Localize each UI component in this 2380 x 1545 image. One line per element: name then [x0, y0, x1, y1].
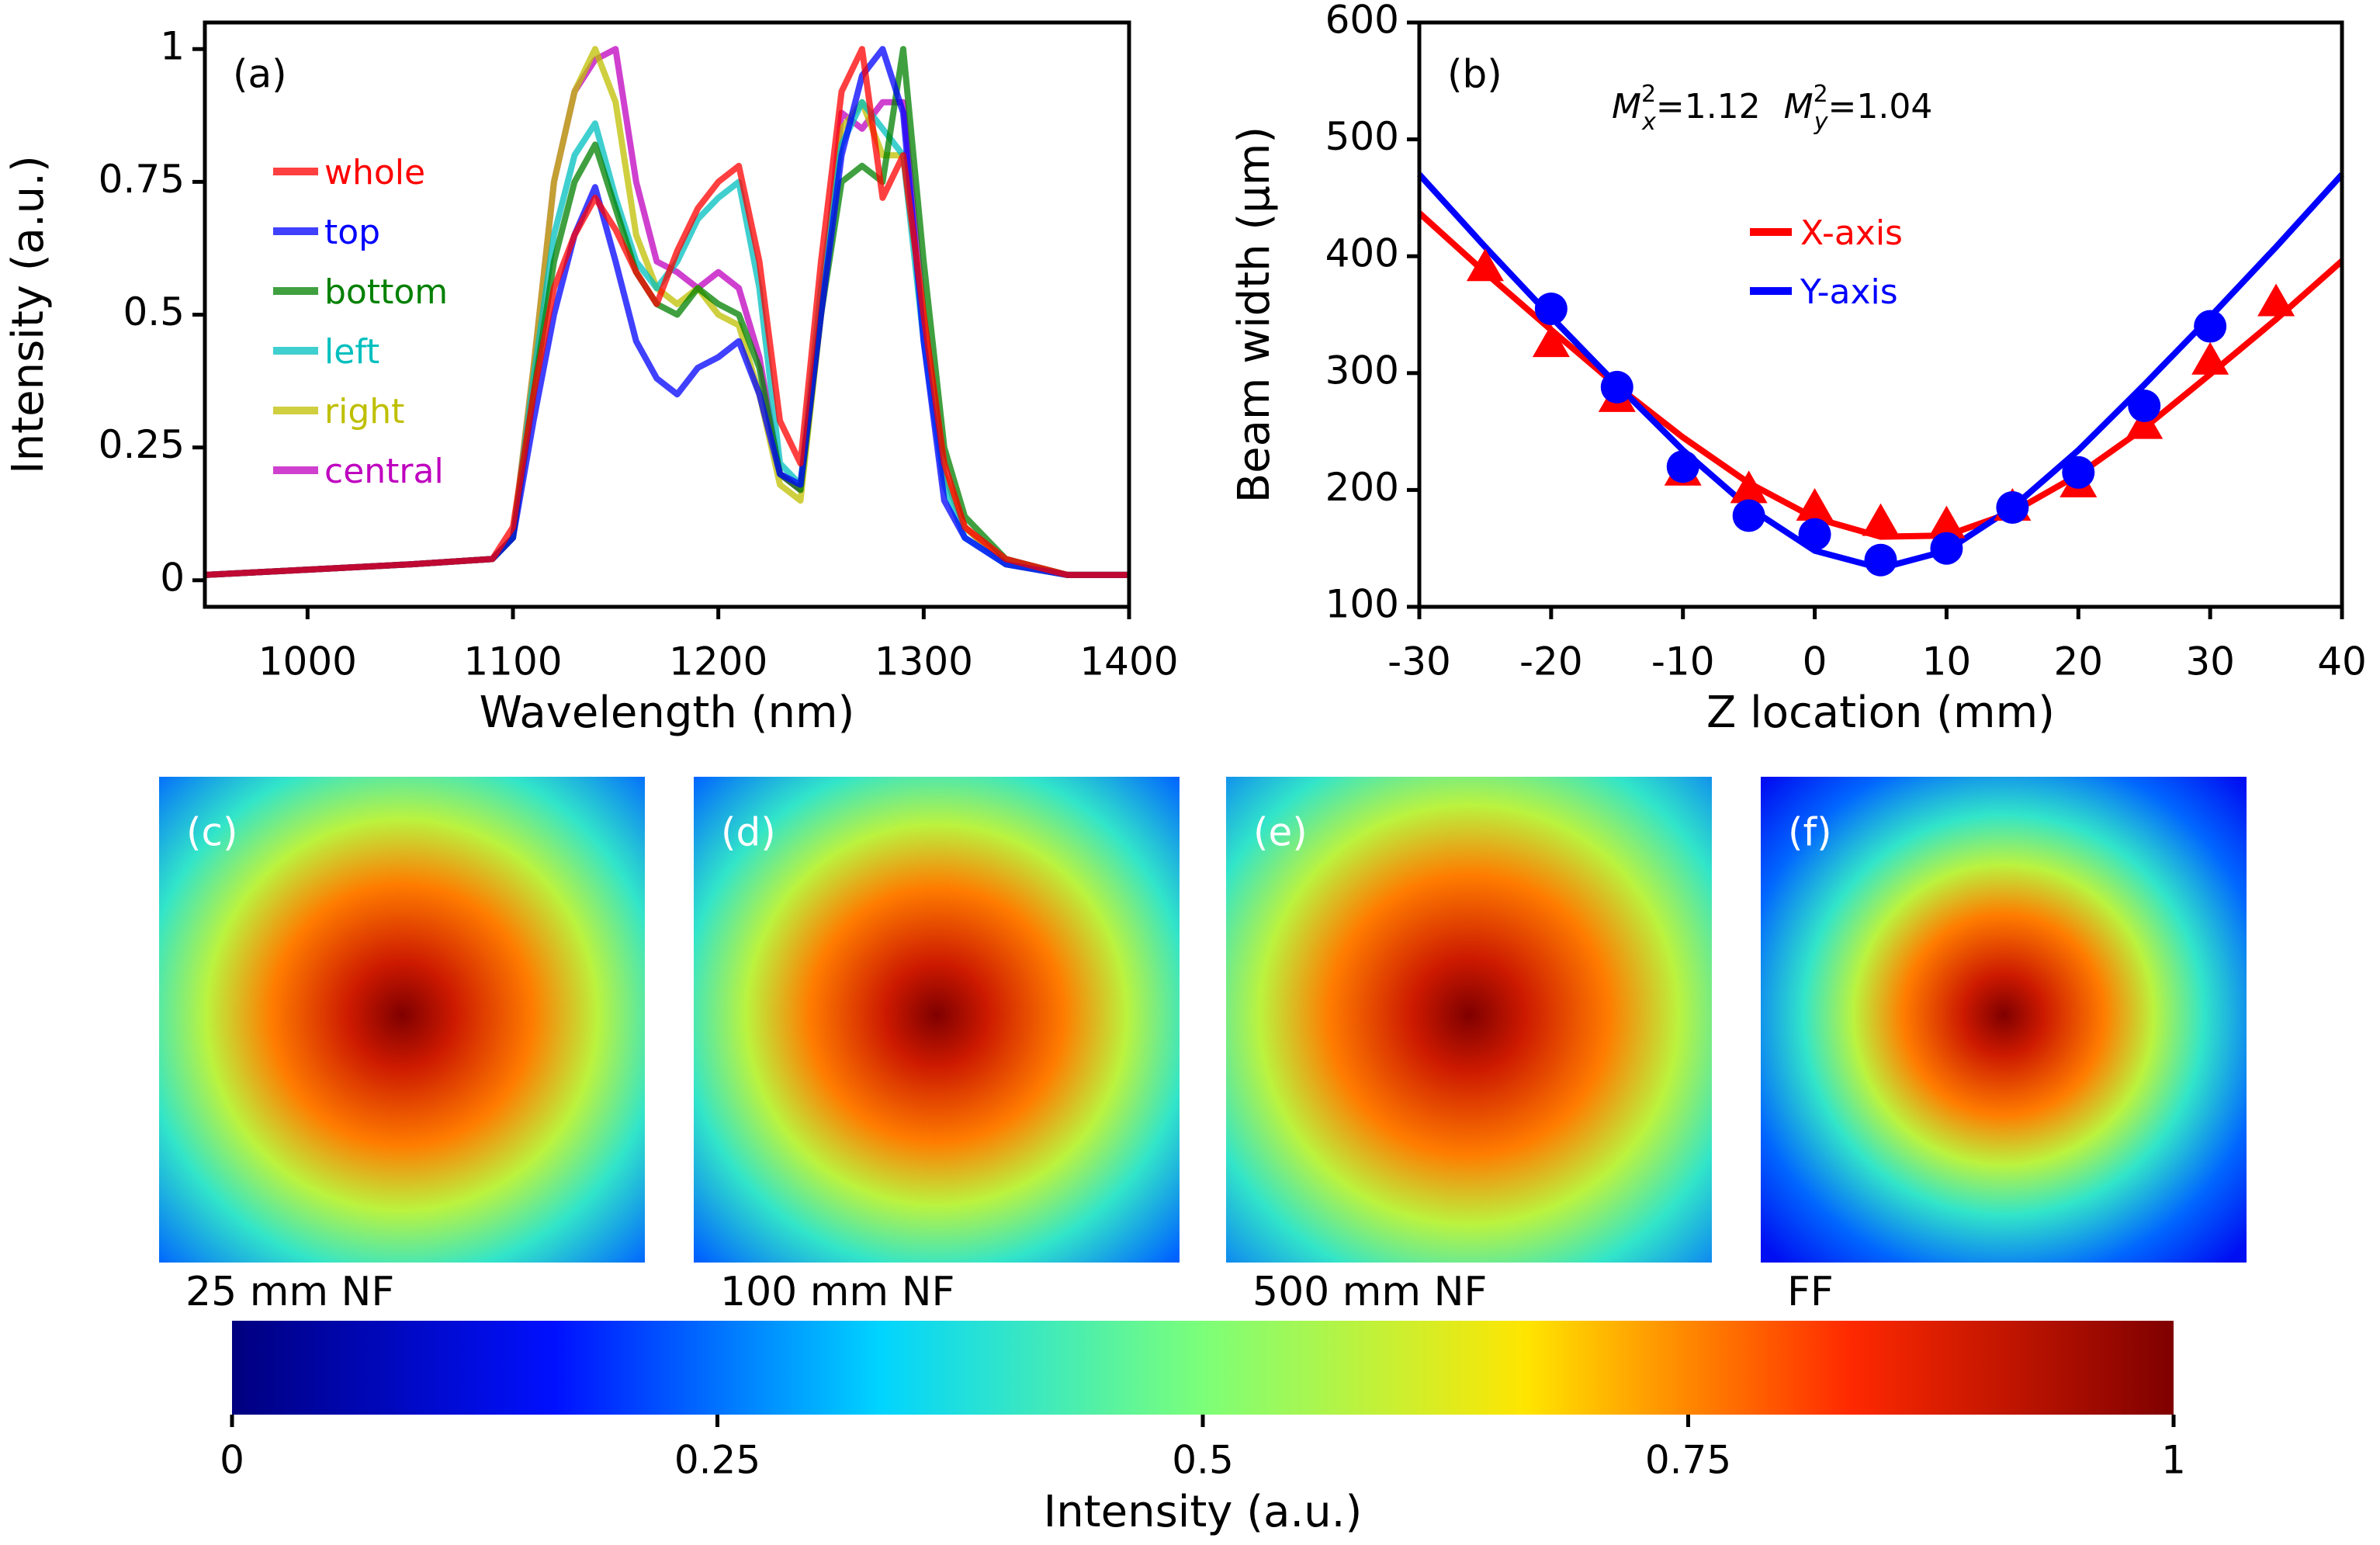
marker-circle [2194, 310, 2227, 343]
colorbar-tick-label: 0.25 [674, 1438, 760, 1483]
marker-circle [1930, 532, 1963, 565]
marker-triangle [1862, 503, 1900, 536]
legend-label: top [324, 213, 380, 252]
fit-line [1417, 210, 2344, 540]
panel-label: (a) [233, 52, 287, 97]
colorbar-tick-label: 0.75 [1645, 1438, 1731, 1483]
y-axis-label: Beam width (μm) [1229, 126, 1280, 504]
marker-circle [1864, 543, 1897, 577]
x-tick-label: 10 [1922, 639, 1972, 684]
x-tick-label: 1400 [1079, 639, 1178, 684]
m2-value: =1.04 [1828, 87, 1933, 126]
marker-triangle [1730, 470, 1768, 504]
panel-label: (c) [186, 810, 238, 855]
x-tick-label: 1000 [258, 639, 357, 684]
panel-caption: 500 mm NF [1252, 1269, 1487, 1315]
y-tick-label: 1 [160, 24, 185, 69]
legend-label: X-axis [1800, 213, 1903, 253]
data-line [205, 46, 1129, 578]
x-tick-label: -20 [1519, 639, 1583, 684]
marker-circle [1798, 518, 1831, 551]
m2-symbol: M [1612, 87, 1641, 126]
m2-sub: y [1814, 109, 1829, 136]
marker-triangle [2257, 283, 2295, 317]
x-tick-label: 1200 [669, 639, 767, 684]
beam-quality: M2 x=1.12 M2 y=1.04 [1612, 81, 1932, 136]
marker-circle [1666, 450, 1699, 483]
plot-frame [203, 20, 1131, 609]
colorbar [232, 1321, 2174, 1415]
marker-triangle [1532, 324, 1570, 358]
y-tick-label: 300 [1325, 348, 1399, 393]
marker-triangle [1466, 248, 1504, 282]
colorbar-label: Intensity (a.u.) [1044, 1487, 1363, 1537]
colorbar-tick-label: 0 [220, 1438, 244, 1483]
y-tick-label: 0 [160, 555, 185, 600]
beam-profile [159, 777, 645, 1263]
marker-circle [2062, 456, 2095, 489]
marker-circle [2128, 389, 2161, 422]
panel-label: (f) [1788, 810, 1832, 855]
beam-profile [694, 777, 1180, 1263]
data-line [205, 46, 1129, 578]
panel-caption: 25 mm NF [185, 1269, 394, 1315]
marker-triangle [1796, 487, 1834, 521]
y-tick-label: 0.75 [99, 157, 185, 202]
x-axis-label: Z location (mm) [1706, 688, 2055, 738]
legend-label: Y-axis [1800, 272, 1898, 312]
panel-label: (e) [1253, 810, 1308, 855]
marker-circle [1534, 292, 1568, 325]
x-tick-label: 40 [2317, 639, 2367, 684]
x-tick-label: 30 [2185, 639, 2235, 684]
y-tick-label: 0.5 [123, 289, 185, 334]
colorbar-tick-label: 0.5 [1172, 1438, 1234, 1483]
marker-circle [1996, 490, 2029, 524]
y-axis-label: Intensity (a.u.) [3, 155, 54, 474]
x-tick-label: 1300 [875, 639, 973, 684]
panel-caption: FF [1787, 1269, 1834, 1315]
panel-caption: 100 mm NF [720, 1269, 954, 1315]
m2-sup: 2 [1814, 81, 1828, 108]
marker-triangle [2191, 341, 2229, 375]
x-tick-label: 20 [2053, 639, 2103, 684]
y-tick-label: 500 [1325, 114, 1399, 159]
m2-symbol: M [1784, 87, 1814, 126]
m2-sub: x [1641, 109, 1656, 136]
legend-label: whole [324, 153, 425, 192]
marker-circle [1600, 370, 1633, 404]
data-line [205, 46, 1129, 578]
marker-circle [1732, 499, 1765, 532]
beam-profile [1226, 777, 1712, 1263]
x-tick-label: 0 [1803, 639, 1827, 684]
plot-frame [1417, 20, 2344, 609]
y-tick-label: 100 [1325, 582, 1399, 627]
colorbar-tick-label: 1 [2161, 1438, 2186, 1483]
y-tick-label: 0.25 [99, 422, 185, 467]
y-tick-label: 400 [1325, 231, 1399, 276]
beam-profile [1761, 777, 2247, 1263]
y-tick-label: 200 [1325, 465, 1399, 510]
marker-triangle [1928, 505, 1966, 539]
legend-label: bottom [324, 272, 448, 312]
marker-triangle [2125, 406, 2163, 439]
x-tick-label: -10 [1651, 639, 1715, 684]
m2-value: =1.12 [1656, 87, 1761, 126]
panel-label: (b) [1447, 52, 1502, 97]
x-tick-label: 1100 [463, 639, 562, 684]
x-axis-label: Wavelength (nm) [480, 688, 855, 738]
m2-sup: 2 [1641, 81, 1656, 108]
x-tick-label: -30 [1387, 639, 1451, 684]
panel-label: (d) [721, 810, 776, 855]
legend-label: left [324, 332, 379, 372]
legend-label: right [324, 392, 404, 431]
y-tick-label: 600 [1325, 0, 1399, 43]
legend-label: central [324, 452, 444, 491]
